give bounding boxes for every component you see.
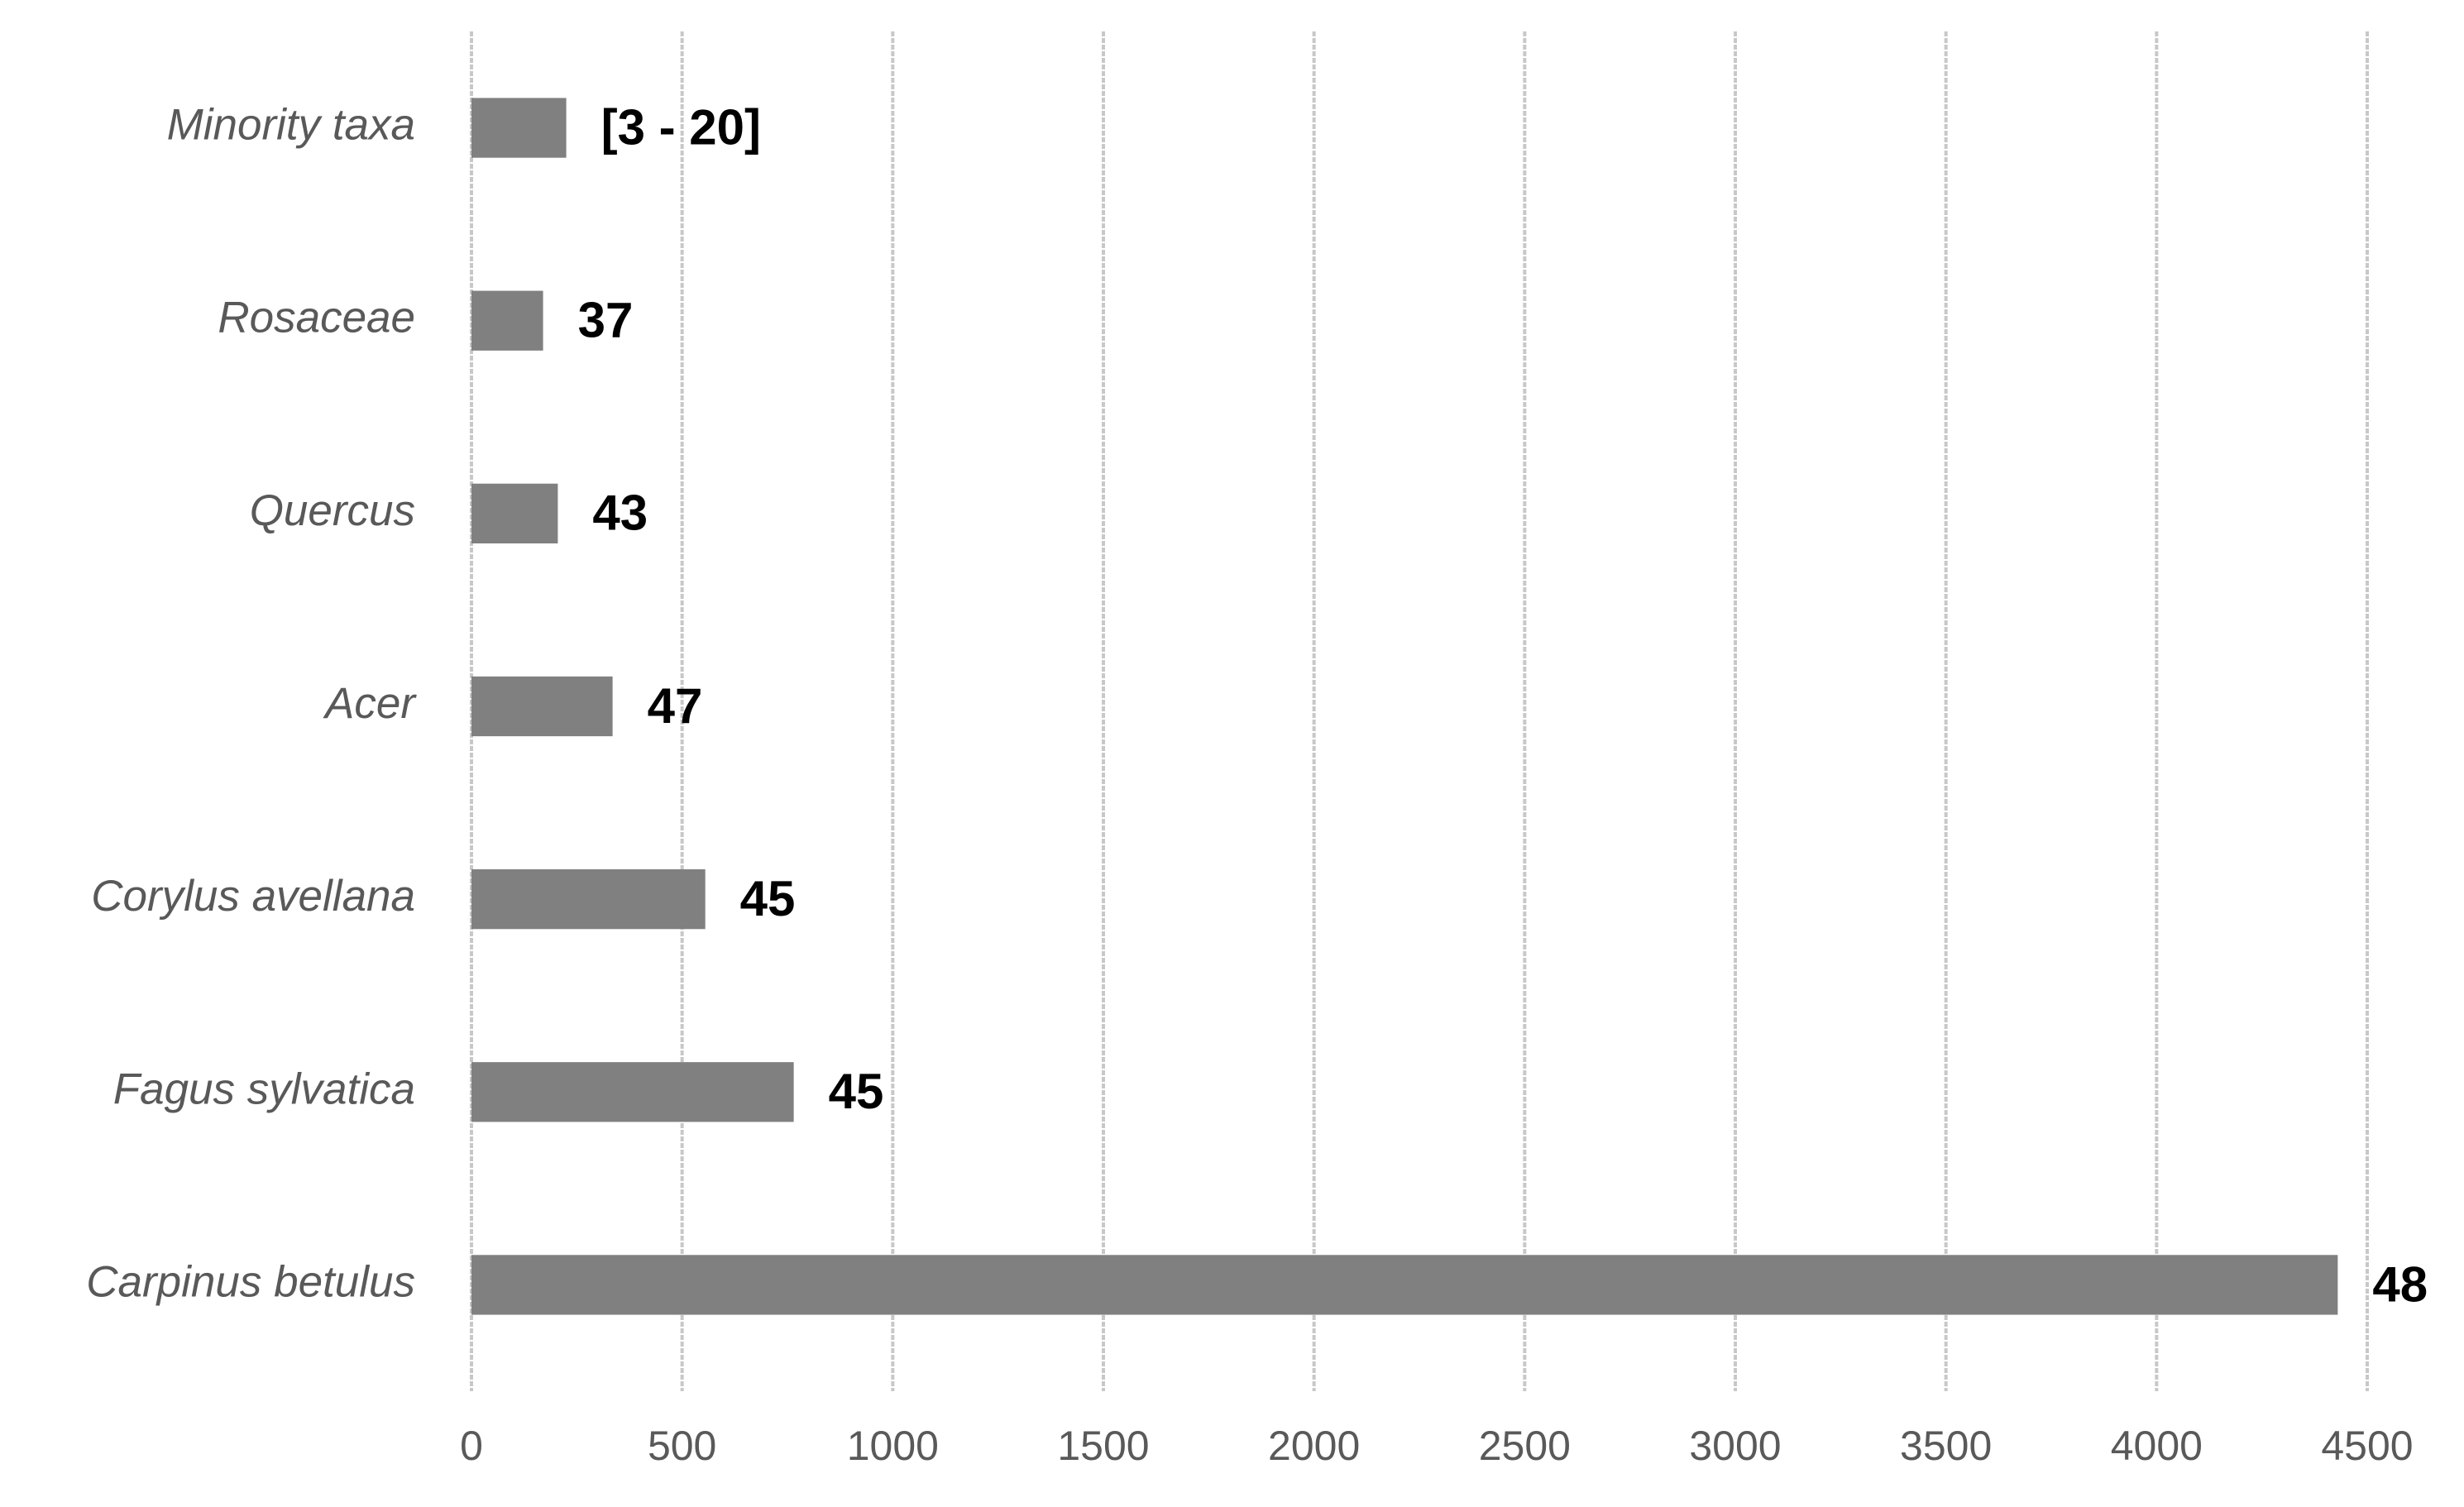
bar	[471, 290, 543, 351]
bar	[471, 483, 558, 543]
x-tick-label: 2000	[1268, 1423, 1360, 1469]
x-tick-label: 1500	[1057, 1423, 1149, 1469]
category-label: Corylus avellana	[91, 872, 415, 921]
category-label: Minority taxa	[167, 101, 415, 150]
x-tick-label: 3000	[1689, 1423, 1781, 1469]
data-label: 45	[740, 871, 796, 926]
x-tick-label: 4500	[2321, 1423, 2413, 1469]
data-label: [3 - 20]	[601, 99, 761, 155]
bar	[471, 1062, 794, 1122]
bar	[471, 98, 567, 158]
data-label: 45	[829, 1064, 884, 1119]
x-tick-label: 3500	[1900, 1423, 1992, 1469]
x-tick-label: 4000	[2111, 1423, 2203, 1469]
category-label: Carpinus betulus	[86, 1257, 415, 1306]
category-label: Acer	[323, 679, 417, 728]
x-tick-label: 500	[648, 1423, 716, 1469]
bar	[471, 869, 706, 930]
x-tick-label: 0	[460, 1423, 483, 1469]
category-label: Rosaceae	[218, 294, 415, 342]
data-label: 47	[648, 678, 703, 734]
data-label: 37	[578, 293, 634, 348]
x-tick-label: 2500	[1479, 1423, 1571, 1469]
category-label: Fagus sylvatica	[113, 1064, 415, 1113]
bar	[471, 676, 613, 737]
data-label: 43	[592, 486, 648, 541]
data-label: 48	[2372, 1256, 2428, 1312]
category-label: Quercus	[250, 486, 415, 535]
x-tick-label: 1000	[847, 1423, 939, 1469]
bar	[471, 1255, 2338, 1315]
